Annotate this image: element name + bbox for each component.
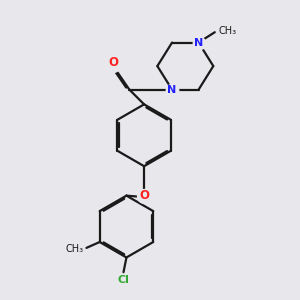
Text: Cl: Cl (118, 274, 129, 284)
Text: CH₃: CH₃ (66, 244, 84, 254)
Text: N: N (194, 38, 203, 47)
Text: O: O (139, 189, 149, 202)
Text: N: N (167, 85, 177, 94)
Text: CH₃: CH₃ (218, 26, 236, 36)
Text: O: O (108, 56, 118, 69)
